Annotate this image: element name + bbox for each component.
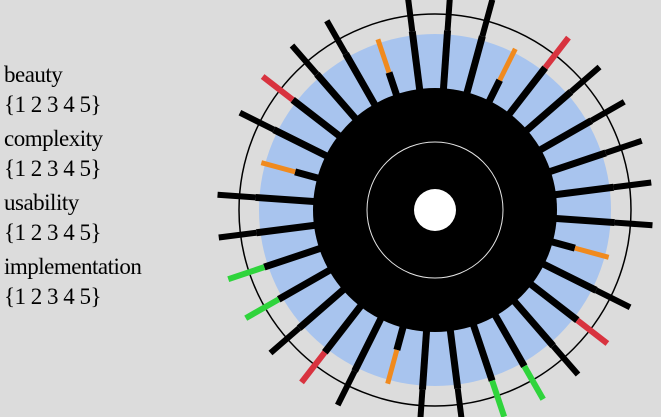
legend-label-implementation: implementation xyxy=(4,254,142,279)
spoke-tip-black xyxy=(454,388,465,417)
spoke-tip-black xyxy=(417,389,426,417)
legend: beauty {1 2 3 4 5} complexity {1 2 3 4 5… xyxy=(4,58,142,314)
legend-scale-beauty: {1 2 3 4 5} xyxy=(4,92,102,117)
spoke-tip-orange xyxy=(385,349,400,385)
legend-label-complexity: complexity xyxy=(4,126,103,151)
spoke-tip-orange xyxy=(574,245,610,260)
spoke-tip-red xyxy=(299,350,328,385)
spoke-tip-black xyxy=(238,110,276,133)
spoke-tip-black xyxy=(614,219,653,229)
spoke-tip-black xyxy=(479,0,496,38)
legend-scale-complexity: {1 2 3 4 5} xyxy=(4,156,102,181)
spoke-tip-orange xyxy=(260,160,296,175)
legend-scale-usability: {1 2 3 4 5} xyxy=(4,220,102,245)
spoke-tip-black xyxy=(217,191,256,201)
spoke-tip-black xyxy=(268,325,302,356)
spoke-tip-orange xyxy=(375,38,392,74)
spoke-tip-black xyxy=(335,369,358,407)
spoke-tip-black xyxy=(568,64,602,95)
spoke-tip-black xyxy=(594,287,632,310)
legend-label-beauty: beauty xyxy=(4,62,63,87)
spoke-tip-green xyxy=(521,364,546,401)
spoke-tip-red xyxy=(575,317,610,346)
legend-scale-implementation: {1 2 3 4 5} xyxy=(4,284,102,309)
spoke-tip-green xyxy=(244,296,281,321)
spoke-tip-red xyxy=(260,74,295,103)
spoke-tip-green xyxy=(227,264,266,283)
spoke-tip-black xyxy=(289,43,320,77)
spoke-tip-green xyxy=(489,379,508,417)
outer-ring xyxy=(238,13,632,407)
legend-label-usability: usability xyxy=(4,190,79,215)
spoke-tip-orange xyxy=(497,47,518,82)
center-hole xyxy=(414,189,456,231)
spoke-tip-red xyxy=(542,35,571,70)
spoke-tip-black xyxy=(589,99,626,124)
spoke-tip-black xyxy=(604,137,643,156)
spoke-tip-black xyxy=(444,0,453,31)
spoke-tip-black xyxy=(405,0,416,32)
spoke-tip-black xyxy=(218,229,257,241)
spoke-tip-black xyxy=(550,343,581,377)
spoke-tip-black xyxy=(613,179,652,191)
inner-ring xyxy=(366,141,504,279)
spoke-tip-black xyxy=(324,19,349,56)
